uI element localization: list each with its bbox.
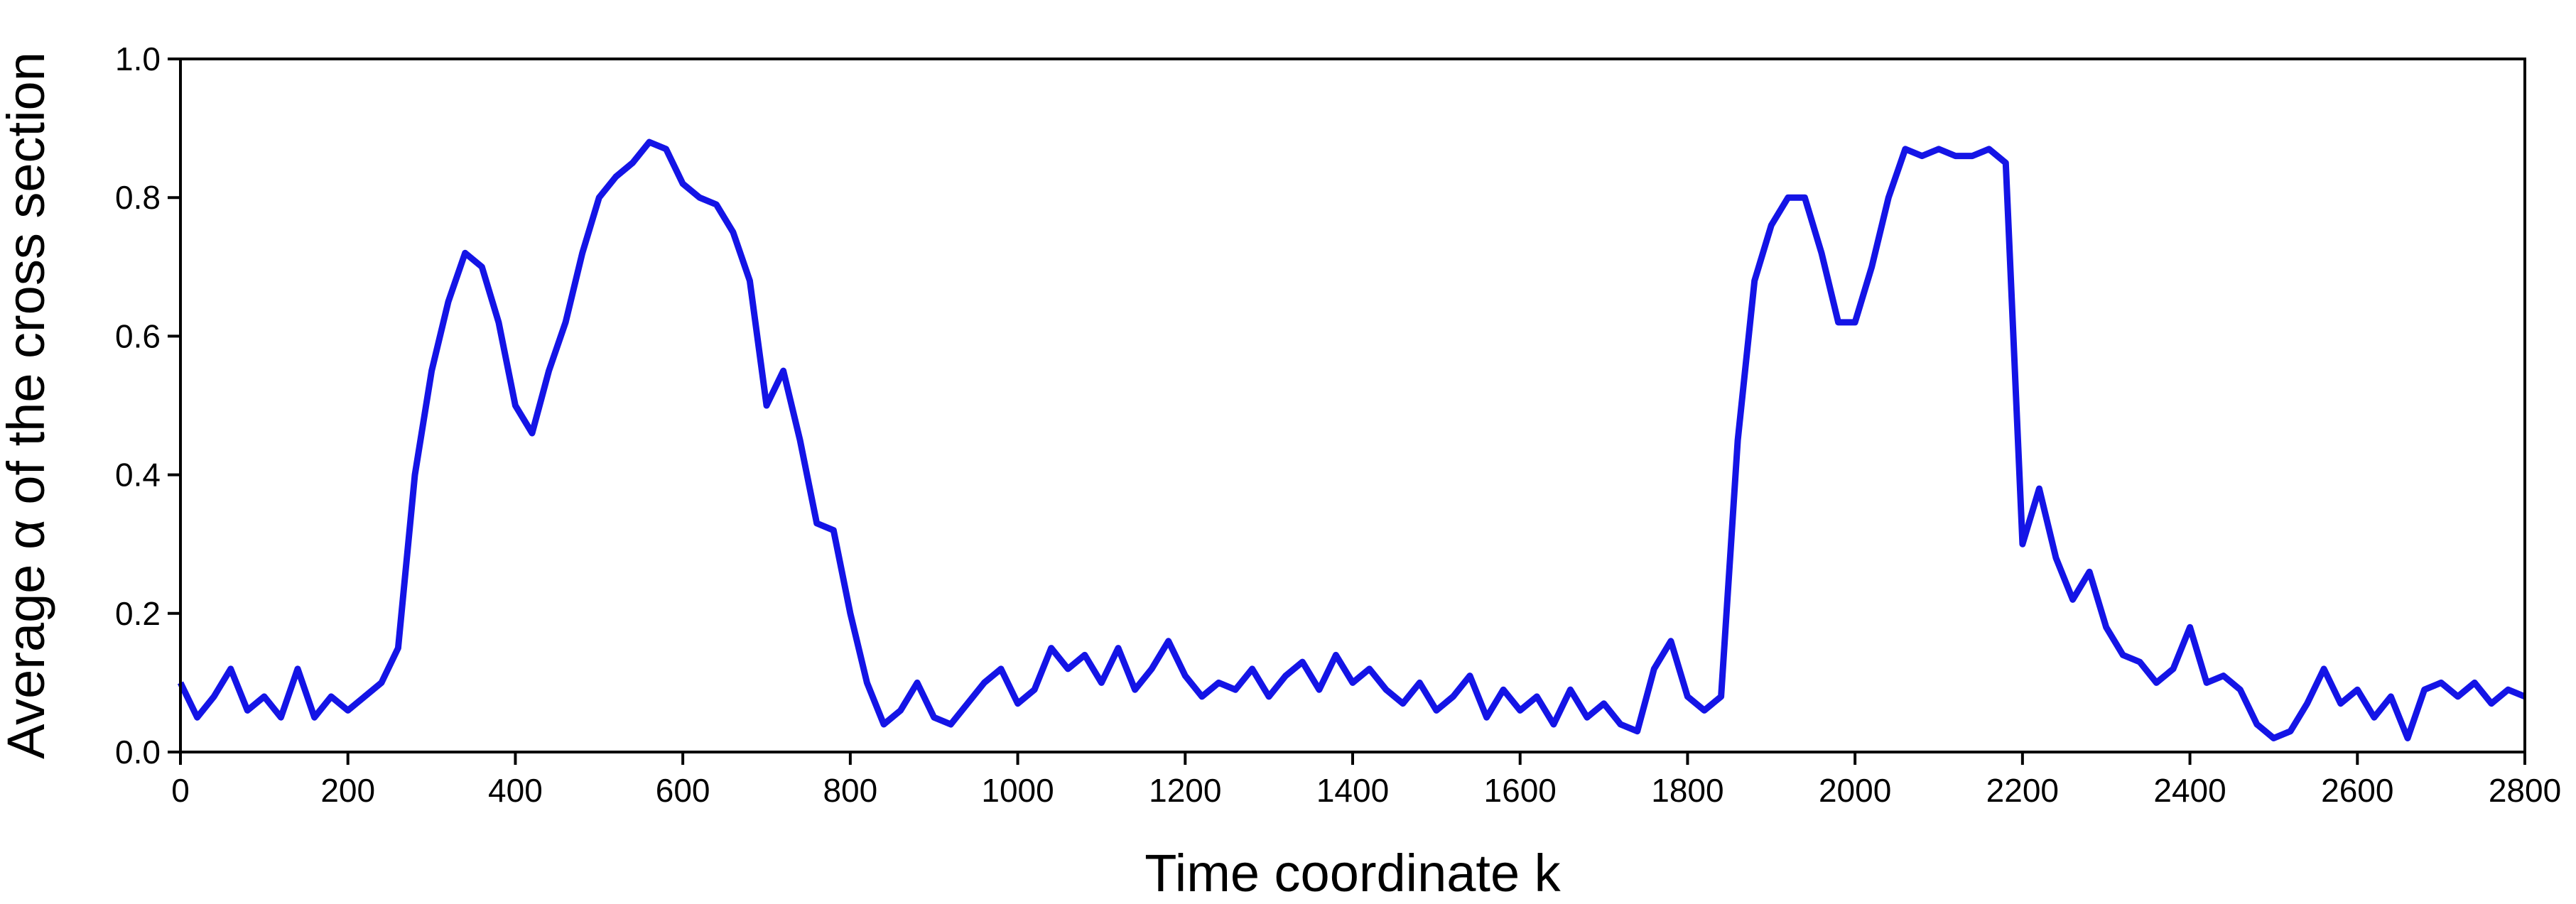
x-tick-label: 1800	[1651, 772, 1723, 809]
x-tick-label: 600	[656, 772, 710, 809]
x-tick-label: 800	[823, 772, 877, 809]
x-tick-label: 0	[171, 772, 190, 809]
y-tick-label: 0.8	[115, 179, 161, 216]
y-tick-label: 0.6	[115, 317, 161, 354]
x-axis-label: Time coordinate k	[1144, 844, 1561, 903]
x-tick-label: 2200	[1986, 772, 2059, 809]
x-tick-label: 1000	[981, 772, 1054, 809]
data-line	[177, 138, 2526, 741]
x-tick-label: 2800	[2489, 772, 2561, 809]
y-tick-label: 1.0	[115, 40, 161, 77]
x-tick-label: 2400	[2153, 772, 2226, 809]
y-tick-label: 0.2	[115, 595, 161, 632]
y-tick-label: 0.4	[115, 457, 161, 494]
x-tick-label: 2000	[1819, 772, 1891, 809]
x-tick-label: 200	[320, 772, 375, 809]
y-tick-label: 0.0	[115, 734, 161, 770]
x-tick-label: 2600	[2321, 772, 2393, 809]
x-tick-label: 400	[488, 772, 543, 809]
x-tick-label: 1200	[1149, 772, 1221, 809]
x-tick-label: 1400	[1316, 772, 1389, 809]
plot-frame	[179, 58, 2526, 753]
y-axis-label: Average α of the cross section	[0, 52, 55, 759]
x-tick-label: 1600	[1484, 772, 1557, 809]
